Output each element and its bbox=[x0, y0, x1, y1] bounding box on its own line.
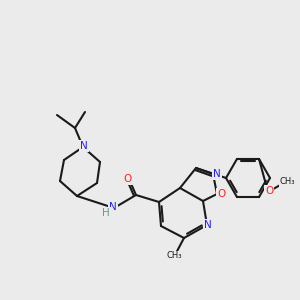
Text: N: N bbox=[213, 169, 221, 179]
Text: CH₃: CH₃ bbox=[167, 251, 183, 260]
Text: N: N bbox=[204, 220, 212, 230]
Text: N: N bbox=[109, 202, 117, 212]
Text: O: O bbox=[265, 186, 273, 196]
Text: CH₃: CH₃ bbox=[166, 251, 182, 260]
Text: O: O bbox=[217, 189, 225, 199]
Text: N: N bbox=[80, 141, 88, 151]
Text: H: H bbox=[102, 208, 110, 218]
Text: CH₃: CH₃ bbox=[279, 178, 295, 187]
Text: O: O bbox=[124, 174, 132, 184]
